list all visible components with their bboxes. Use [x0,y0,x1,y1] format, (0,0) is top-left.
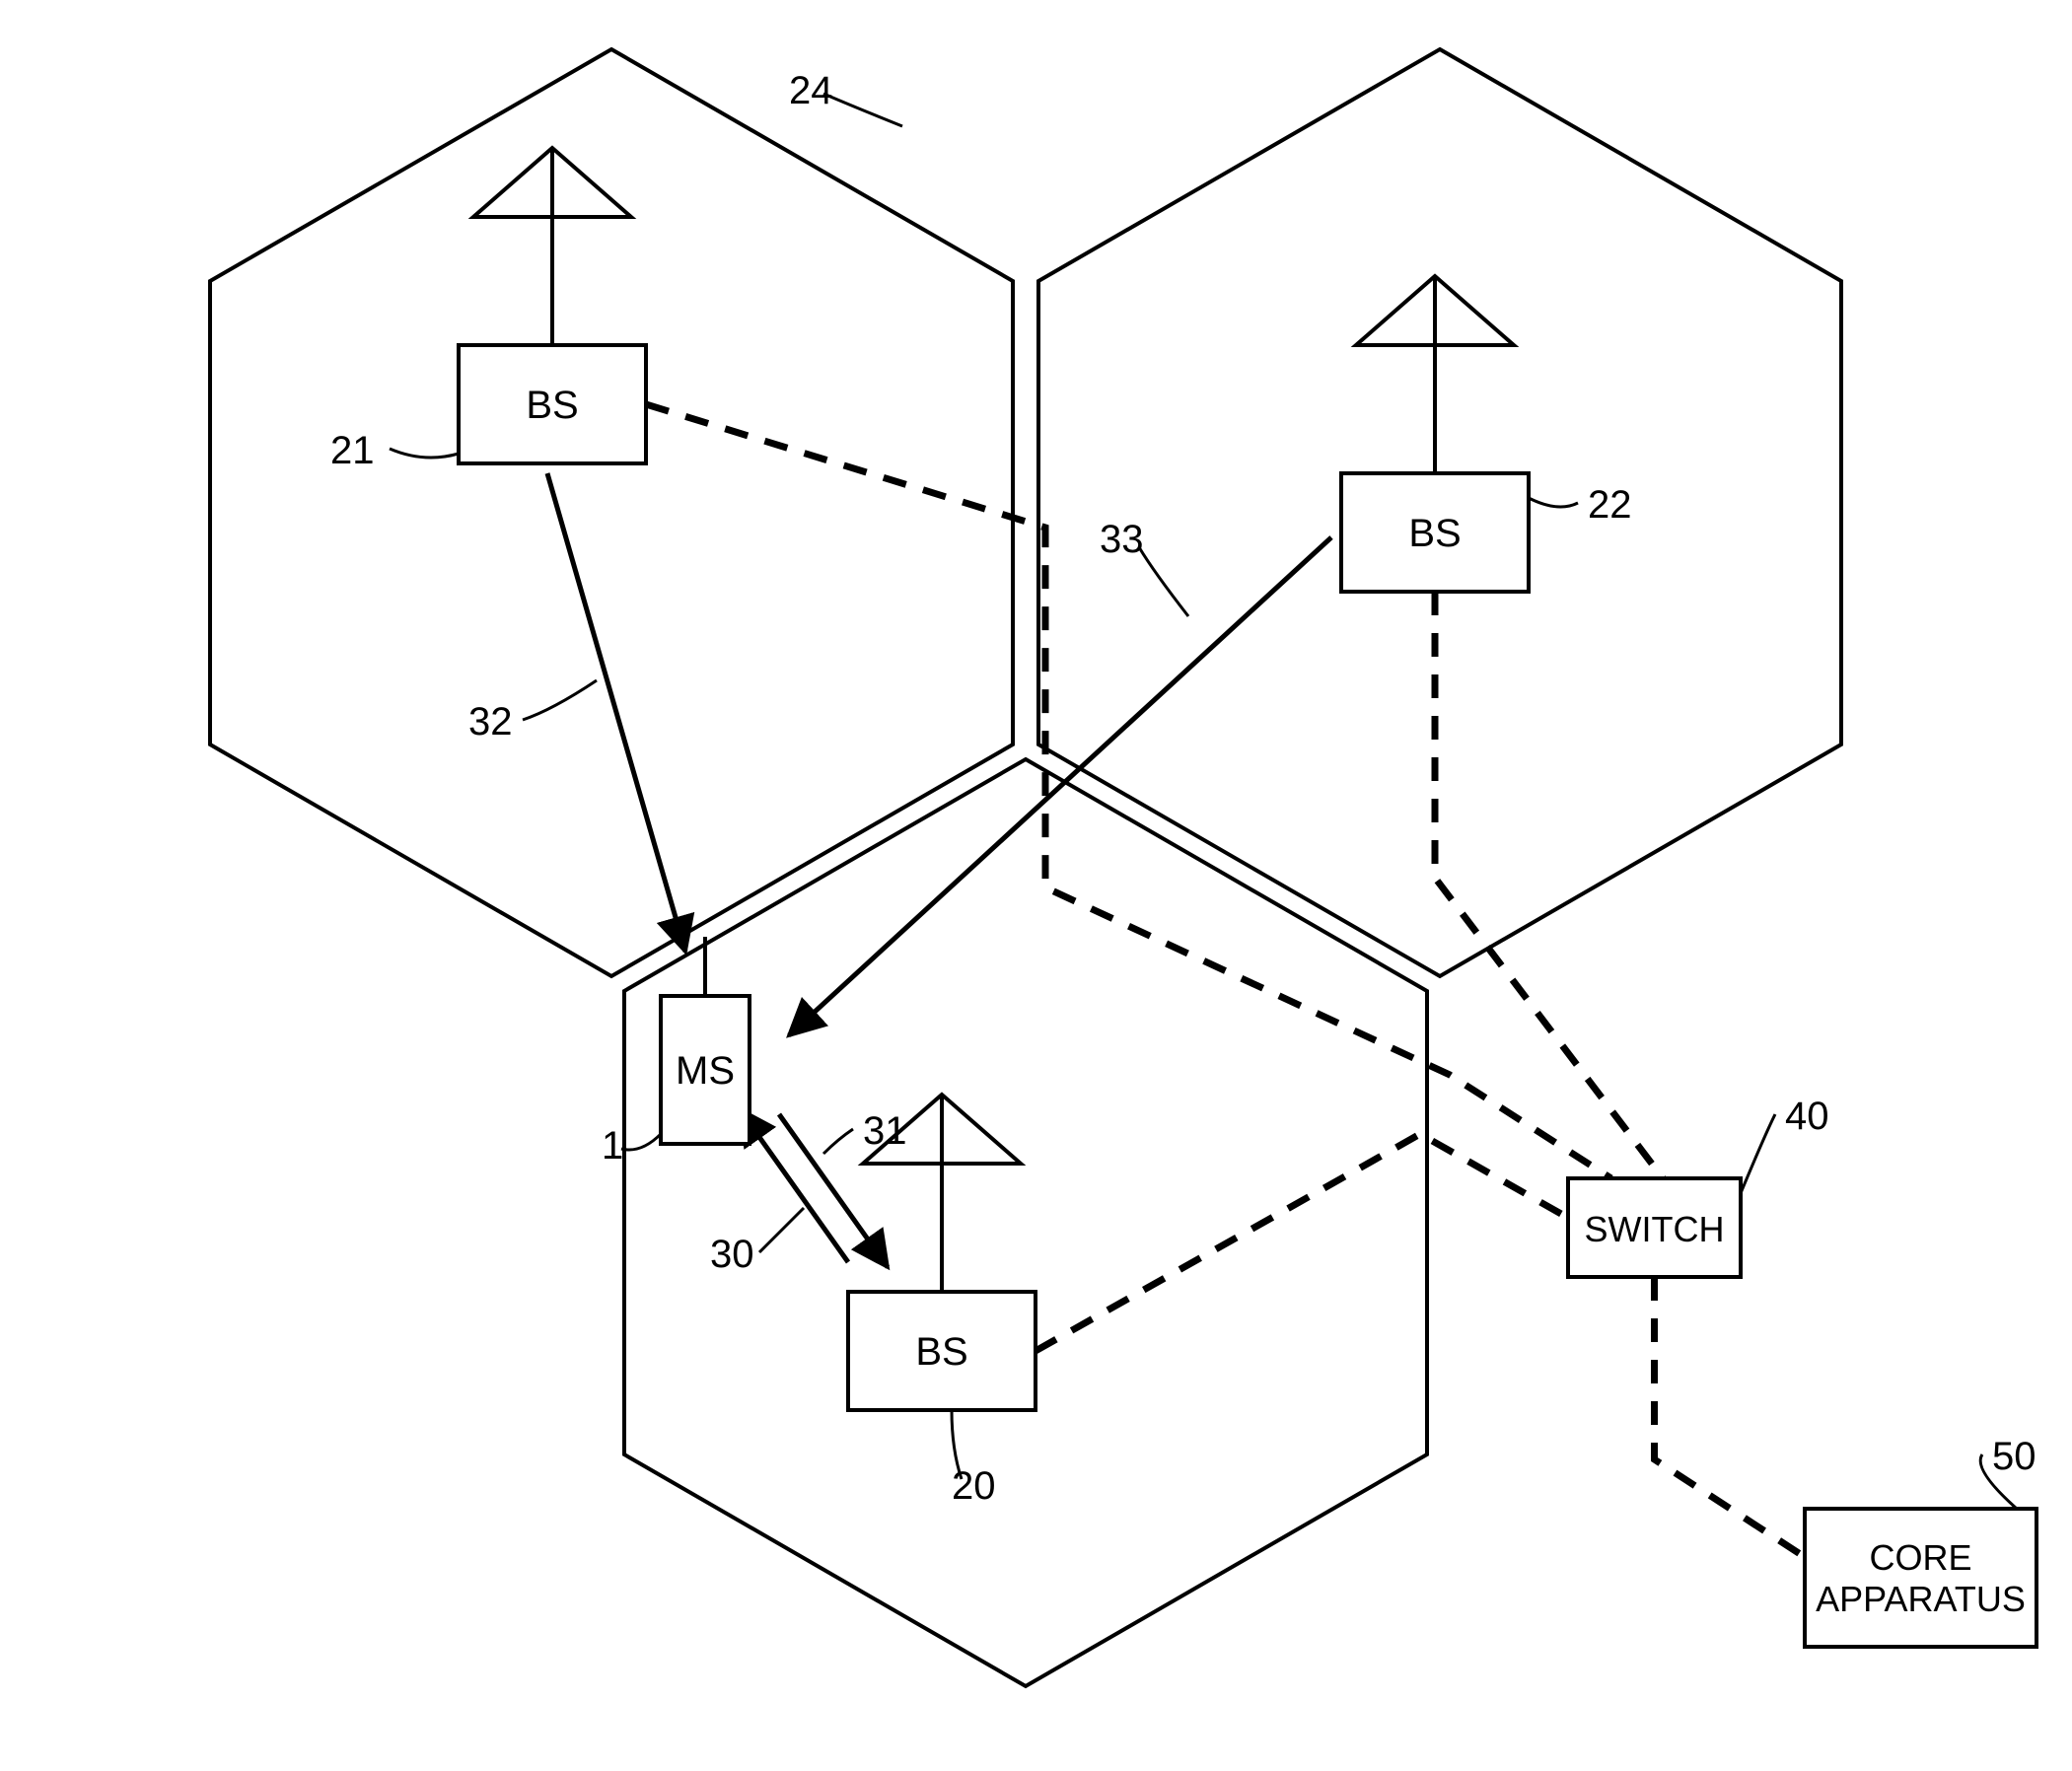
lead-1 [621,1134,661,1150]
arrows-layer [547,473,1331,1267]
nodes-layer: BS BS BS MS SWITCH COREAPPARATUS [459,148,2036,1647]
dashed-links [646,404,1805,1557]
refs-layer: 120212224303132334050 [330,69,2036,1509]
link-bs20-switch [1036,1134,1568,1351]
lead-32 [523,680,597,720]
ref-31: 31 [863,1109,907,1153]
ref-22: 22 [1588,483,1632,527]
link-switch-core [1655,1277,1806,1557]
lead-31 [823,1129,853,1154]
switch: SWITCH [1568,1178,1741,1277]
ms: MS [661,937,750,1144]
lead-24 [823,94,902,126]
arrow-bs21-ms [547,473,685,952]
bs-top-right: BS [1341,276,1529,592]
ref-50: 50 [1992,1435,2036,1478]
ref-33: 33 [1100,518,1144,561]
bs-top-left: BS [459,148,646,463]
hex-layer [210,49,1841,1686]
ms-label: MS [676,1049,735,1093]
lead-30 [759,1208,804,1252]
ref-24: 24 [789,69,833,112]
ref-40: 40 [1785,1095,1829,1138]
arrow-bs22-ms [789,537,1331,1035]
bs-top-right-label: BS [1408,512,1461,555]
ref-21: 21 [330,429,375,472]
bs-bottom-label: BS [915,1330,967,1374]
ref-30: 30 [710,1233,754,1276]
ref-1: 1 [602,1124,623,1168]
core-label-1: CORE [1869,1537,1971,1578]
lead-33 [1139,547,1188,616]
switch-label: SWITCH [1585,1209,1725,1249]
lead-21 [390,449,459,458]
bs-top-left-label: BS [526,384,578,427]
lead-22 [1529,498,1578,507]
lead-40 [1741,1114,1775,1193]
core-apparatus: COREAPPARATUS [1805,1509,2036,1647]
core-box [1805,1509,2036,1647]
core-label-2: APPARATUS [1816,1579,2026,1619]
ref-32: 32 [468,700,513,744]
diagram-canvas: BSBSBSMSSWITCHCOREAPPARATUS 120212224303… [0,0,2072,1771]
